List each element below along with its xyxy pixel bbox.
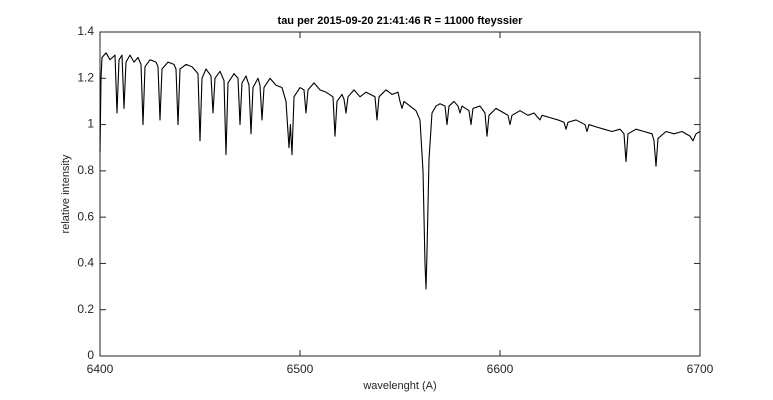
x-tick-label: 6600 (487, 362, 514, 376)
chart-title: tau per 2015-09-20 21:41:46 R = 11000 ft… (278, 15, 524, 27)
spectrum-line (99, 52, 701, 290)
y-axis-label: relative intensity (60, 154, 72, 233)
y-tick-label: 0.6 (77, 209, 94, 223)
y-tick-label: 0.8 (77, 163, 94, 177)
x-axis-label: wavelenght (A) (362, 380, 436, 392)
plot-frame (99, 31, 701, 357)
x-tick-label: 6700 (687, 362, 714, 376)
y-tick-label: 0.4 (77, 256, 94, 270)
x-tick-label: 6500 (287, 362, 314, 376)
y-tick-label: 1.4 (77, 24, 94, 38)
y-tick-label: 0.2 (77, 302, 94, 316)
x-tick-label: 6400 (87, 362, 114, 376)
y-tick-label: 0 (87, 348, 94, 362)
y-tick-label: 1.2 (77, 70, 94, 84)
y-tick-label: 1 (87, 117, 94, 131)
